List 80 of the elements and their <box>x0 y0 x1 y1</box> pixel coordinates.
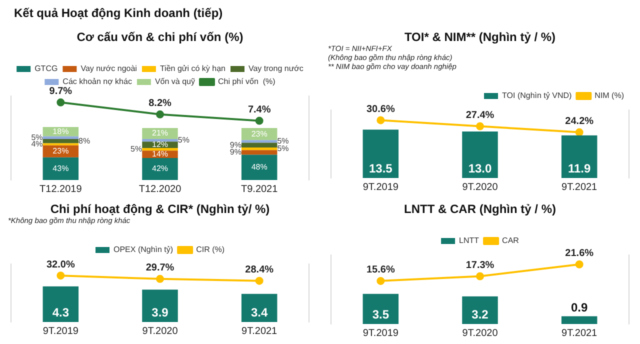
chart-title: Cơ cấu vốn & chi phí vốn (%) <box>76 30 244 44</box>
x-tick-label: 9T.2020 <box>462 328 498 339</box>
bar <box>142 139 178 142</box>
legend-label: Vay trong nước <box>248 64 304 74</box>
data-label: 23% <box>52 146 69 156</box>
legend-label: CAR <box>502 236 520 246</box>
data-label: 4.3 <box>52 305 70 320</box>
data-label: 3.5 <box>372 307 390 322</box>
data-label: 48% <box>251 162 268 172</box>
data-label: 0.9 <box>570 300 588 315</box>
data-label: 24.2% <box>565 116 594 128</box>
data-label: 15.6% <box>366 264 395 276</box>
data-label: 8% <box>78 136 90 146</box>
bar <box>241 154 278 180</box>
bar <box>142 158 178 180</box>
data-label: 3.2 <box>472 307 489 322</box>
x-tick-label: 9T.2021 <box>562 328 598 339</box>
legend-label: NIM (%) <box>594 91 624 100</box>
data-label: 21.6% <box>565 248 594 260</box>
data-label: 32.0% <box>46 259 75 270</box>
bar <box>42 157 79 180</box>
legend-label: Vốn và quỹ <box>154 77 195 86</box>
data-label: 9.7% <box>49 86 72 98</box>
legend-label: Vay nước ngoài <box>80 64 138 74</box>
x-tick-label: T12.2019 <box>40 184 82 195</box>
data-label: 14% <box>152 149 168 158</box>
data-label: 23% <box>251 129 268 138</box>
x-tick-label: 9T.2021 <box>242 326 278 337</box>
x-tick-label: 9T.2021 <box>562 182 598 193</box>
bar <box>42 139 79 144</box>
chart-title: LNTT & CAR (Nghìn tỷ / %) <box>404 202 556 216</box>
data-label: 9% <box>230 148 242 157</box>
data-label: 17.3% <box>466 260 494 271</box>
data-label: 43% <box>52 164 69 173</box>
data-label: 5% <box>277 136 289 146</box>
legend-label: GTCG <box>34 64 58 74</box>
data-label: 27.4% <box>466 110 494 121</box>
data-label: 3.4 <box>250 305 268 320</box>
data-label: 5% <box>130 144 142 154</box>
x-tick-label: 9T.2019 <box>362 328 399 339</box>
data-label: 18% <box>52 126 69 136</box>
data-label: 5% <box>178 136 190 145</box>
x-tick-label: 9T.2020 <box>462 182 498 193</box>
text: Kết quả Hoạt động Kinh doanh (tiếp) <box>14 6 223 20</box>
bar <box>241 142 278 148</box>
legend-label: Chi phí vốn (%) <box>218 77 276 86</box>
legend-label: TOI (Nghìn tỷ VND) <box>502 91 572 100</box>
legend-label: LNTT <box>459 236 480 246</box>
data-label: 11.9 <box>568 161 591 176</box>
legend-label: Các khoản nợ khác <box>62 77 132 86</box>
x-tick-label: T9.2021 <box>240 184 278 195</box>
legend-label: CIR (%) <box>196 245 225 254</box>
data-label: 7.4% <box>248 104 271 116</box>
data-label: 3.9 <box>152 305 169 320</box>
bar <box>241 147 278 150</box>
legend-label: Tiền gửi có kỳ hạn <box>160 64 226 74</box>
bar <box>241 150 278 155</box>
data-label: 28.4% <box>245 264 274 276</box>
data-label: 5% <box>31 132 43 142</box>
x-tick-label: 9T.2019 <box>42 326 79 337</box>
chart-title: TOI* & NIM** (Nghìn tỷ / %) <box>404 30 556 44</box>
bar <box>241 140 278 143</box>
x-tick-label: 9T.2020 <box>142 326 178 337</box>
chart-title: Chi phí hoạt động & CIR* (Nghìn tỷ/ %) <box>50 202 270 216</box>
data-label: 12% <box>152 140 168 150</box>
data-label: 29.7% <box>146 262 174 274</box>
data-label: 21% <box>152 128 168 138</box>
x-tick-label: 9T.2019 <box>362 182 399 193</box>
data-label: 13.5 <box>368 161 393 176</box>
data-label: 13.0 <box>468 161 492 176</box>
bar <box>42 136 79 140</box>
data-label: 9% <box>230 140 242 150</box>
legend-label: OPEX (Nghìn tỷ) <box>113 245 174 254</box>
data-label: 42% <box>152 164 168 174</box>
data-label: 5% <box>277 144 289 153</box>
bar <box>142 148 178 151</box>
data-label: 4% <box>31 140 43 149</box>
data-label: 30.6% <box>366 104 395 115</box>
data-label: 8.2% <box>148 98 172 110</box>
x-tick-label: T12.2020 <box>138 184 182 195</box>
